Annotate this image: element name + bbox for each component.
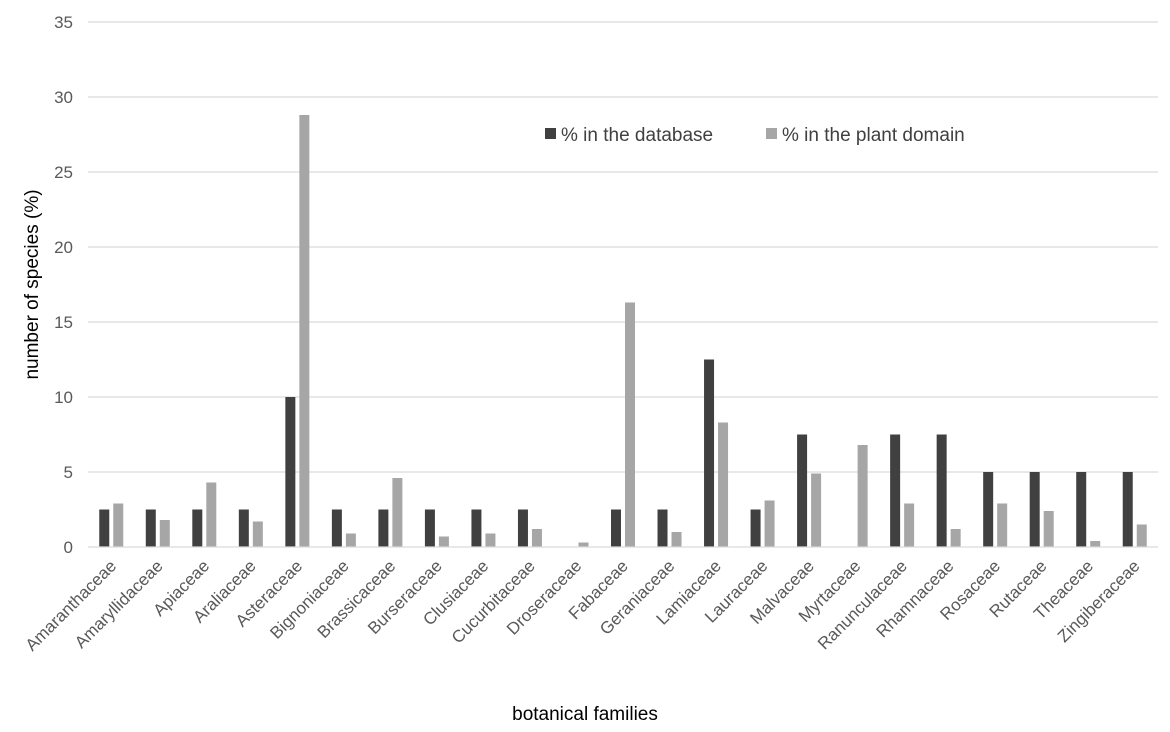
y-tick-label-0: 0 <box>64 538 73 557</box>
bar-in-the-database-bignoniaceae <box>331 509 342 547</box>
bar-in-the-plant-domain-geraniaceae <box>671 532 682 547</box>
bar-in-the-database-zingiberaceae <box>1122 472 1133 547</box>
bar-in-the-database-lamiaceae <box>704 359 715 547</box>
bar-in-the-plant-domain-rhamnaceae <box>950 529 961 547</box>
legend-label-database: % in the database <box>561 125 713 146</box>
bar-in-the-database-rhamnaceae <box>936 434 947 547</box>
bar-in-the-database-ranunculaceae <box>890 434 901 547</box>
y-tick-label-10: 10 <box>54 388 73 407</box>
x-tick-label-zingiberaceae: Zingiberaceae <box>1054 556 1144 646</box>
y-tick-label-20: 20 <box>54 238 73 257</box>
bar-in-the-plant-domain-cucurbitaceae <box>531 529 542 547</box>
x-axis-tick-labels: AmaranthaceaeAmaryllidaceaeApiaceaeArali… <box>22 556 1144 654</box>
bar-in-the-database-fabaceae <box>611 509 621 547</box>
bars <box>99 115 1147 547</box>
bar-in-the-database-clusiaceae <box>471 509 482 547</box>
bar-in-the-plant-domain-araliaceae <box>252 521 263 547</box>
y-axis-title: number of species (%) <box>22 189 43 379</box>
bar-in-the-plant-domain-malvaceae <box>811 473 822 547</box>
bar-in-the-plant-domain-fabaceae <box>625 302 635 547</box>
y-tick-label-30: 30 <box>54 88 73 107</box>
bar-in-the-plant-domain-droseraceae <box>578 542 589 547</box>
legend-swatch-plant-domain <box>766 128 777 139</box>
bar-in-the-plant-domain-theaceae <box>1090 541 1101 547</box>
bar-in-the-plant-domain-amaryllidaceae <box>159 520 170 547</box>
y-tick-label-15: 15 <box>54 313 73 332</box>
bar-in-the-plant-domain-burseraceae <box>438 536 449 547</box>
bar-in-the-plant-domain-apiaceae <box>206 482 217 547</box>
bar-in-the-database-cucurbitaceae <box>517 509 528 547</box>
bar-in-the-database-rosaceae <box>983 472 994 547</box>
bar-in-the-plant-domain-clusiaceae <box>485 533 496 547</box>
bar-in-the-database-brassicaceae <box>378 509 389 547</box>
bar-in-the-plant-domain-amaranthaceae <box>113 503 124 547</box>
bar-in-the-database-asteraceae <box>285 397 296 547</box>
bar-in-the-database-apiaceae <box>192 509 203 547</box>
y-tick-label-5: 5 <box>64 463 73 482</box>
bar-in-the-database-geraniaceae <box>657 509 668 547</box>
bar-in-the-plant-domain-lauraceae <box>764 500 775 547</box>
bar-in-the-database-amaryllidaceae <box>145 509 156 547</box>
bar-in-the-plant-domain-rosaceae <box>997 503 1008 547</box>
bar-in-the-database-rutaceae <box>1029 472 1040 547</box>
bar-in-the-database-araliaceae <box>238 509 249 547</box>
gridlines <box>88 21 1158 473</box>
bar-in-the-plant-domain-brassicaceae <box>392 478 403 547</box>
bar-in-the-database-burseraceae <box>424 509 435 547</box>
bar-in-the-plant-domain-zingiberaceae <box>1136 524 1147 547</box>
legend-label-plant-domain: % in the plant domain <box>782 125 965 146</box>
legend-swatch-database <box>545 128 556 139</box>
bar-in-the-database-amaranthaceae <box>99 509 110 547</box>
bar-in-the-database-theaceae <box>1076 472 1087 547</box>
y-tick-label-35: 35 <box>54 13 73 32</box>
bar-in-the-plant-domain-lamiaceae <box>718 422 729 547</box>
bar-in-the-database-lauraceae <box>750 509 761 547</box>
bar-in-the-plant-domain-myrtaceae <box>857 445 868 547</box>
bar-in-the-plant-domain-asteraceae <box>299 115 310 547</box>
y-axis-tick-labels: 0 5 10 15 20 25 30 35 <box>54 13 73 557</box>
y-tick-label-25: 25 <box>54 163 73 182</box>
bar-in-the-database-malvaceae <box>797 434 808 547</box>
bar-in-the-plant-domain-bignoniaceae <box>345 533 356 547</box>
bar-in-the-plant-domain-ranunculaceae <box>904 503 915 547</box>
bar-in-the-plant-domain-rutaceae <box>1043 511 1054 547</box>
legend: % in the database % in the plant domain <box>545 125 965 146</box>
x-axis-title: botanical families <box>512 704 658 725</box>
